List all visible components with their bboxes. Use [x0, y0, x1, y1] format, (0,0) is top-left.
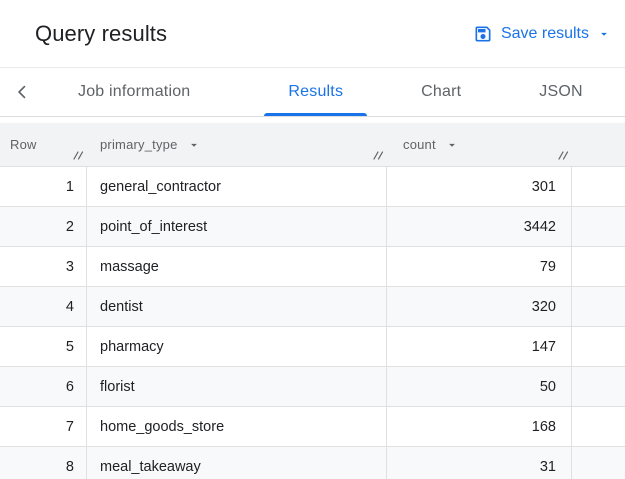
caret-down-icon: [597, 27, 611, 41]
column-header-filler: [572, 123, 625, 166]
count-cell: 168: [387, 407, 572, 446]
save-results-label: Save results: [500, 24, 589, 42]
column-header-label: Row: [10, 137, 37, 152]
count-cell: 3442: [387, 207, 572, 246]
table-row: 2 point_of_interest 3442: [0, 207, 625, 247]
table-row: 6 florist 50: [0, 367, 625, 407]
count-cell: 79: [387, 247, 572, 286]
tab-label: JSON: [539, 83, 583, 100]
results-table: Row primary_type count: [0, 123, 625, 479]
tab-json[interactable]: JSON: [515, 68, 606, 116]
tab-label: Job information: [78, 83, 191, 100]
column-resize-icon[interactable]: [72, 149, 84, 161]
primary-type-cell: massage: [87, 247, 387, 286]
filler-cell: [572, 207, 625, 246]
column-header-label: primary_type: [100, 137, 178, 152]
table-header-row: Row primary_type count: [0, 123, 625, 167]
row-number-cell: 5: [0, 327, 87, 366]
column-header-label: count: [403, 137, 436, 152]
row-number-cell: 3: [0, 247, 87, 286]
column-resize-icon[interactable]: [372, 149, 384, 161]
row-number-cell: 6: [0, 367, 87, 406]
primary-type-cell: home_goods_store: [87, 407, 387, 446]
table-row: 4 dentist 320: [0, 287, 625, 327]
count-cell: 50: [387, 367, 572, 406]
primary-type-cell: general_contractor: [87, 167, 387, 206]
tab-label: Results: [288, 83, 344, 100]
count-cell: 31: [387, 447, 572, 479]
caret-down-icon[interactable]: [445, 138, 459, 152]
filler-cell: [572, 167, 625, 206]
primary-type-cell: dentist: [87, 287, 387, 326]
save-results-button[interactable]: Save results: [465, 18, 619, 50]
filler-cell: [572, 407, 625, 446]
table-row: 8 meal_takeaway 31: [0, 447, 625, 479]
table-row: 7 home_goods_store 168: [0, 407, 625, 447]
filler-cell: [572, 447, 625, 479]
results-tabbar: Job information Results Chart JSON: [0, 68, 625, 117]
tab-results[interactable]: Results: [264, 68, 367, 116]
count-cell: 320: [387, 287, 572, 326]
chevron-left-icon[interactable]: [10, 68, 34, 116]
filler-cell: [572, 327, 625, 366]
column-resize-icon[interactable]: [557, 149, 569, 161]
primary-type-cell: florist: [87, 367, 387, 406]
caret-down-icon[interactable]: [187, 138, 201, 152]
column-header-count: count: [387, 123, 572, 166]
count-cell: 301: [387, 167, 572, 206]
column-header-primary-type: primary_type: [87, 123, 387, 166]
primary-type-cell: point_of_interest: [87, 207, 387, 246]
results-header: Query results Save results: [0, 0, 625, 68]
table-body: 1 general_contractor 301 2 point_of_interest…: [0, 167, 625, 479]
filler-cell: [572, 367, 625, 406]
filler-cell: [572, 247, 625, 286]
tab-label: Chart: [421, 83, 462, 100]
row-number-cell: 1: [0, 167, 87, 206]
table-row: 1 general_contractor 301: [0, 167, 625, 207]
tab-job-information[interactable]: Job information: [54, 68, 214, 116]
primary-type-cell: pharmacy: [87, 327, 387, 366]
table-row: 3 massage 79: [0, 247, 625, 287]
filler-cell: [572, 287, 625, 326]
primary-type-cell: meal_takeaway: [87, 447, 387, 479]
tab-chart[interactable]: Chart: [397, 68, 485, 116]
table-row: 5 pharmacy 147: [0, 327, 625, 367]
row-number-cell: 7: [0, 407, 87, 446]
save-icon: [473, 24, 493, 44]
row-number-cell: 8: [0, 447, 87, 479]
count-cell: 147: [387, 327, 572, 366]
page-title: Query results: [35, 20, 168, 46]
column-header-row: Row: [0, 123, 87, 166]
row-number-cell: 4: [0, 287, 87, 326]
row-number-cell: 2: [0, 207, 87, 246]
